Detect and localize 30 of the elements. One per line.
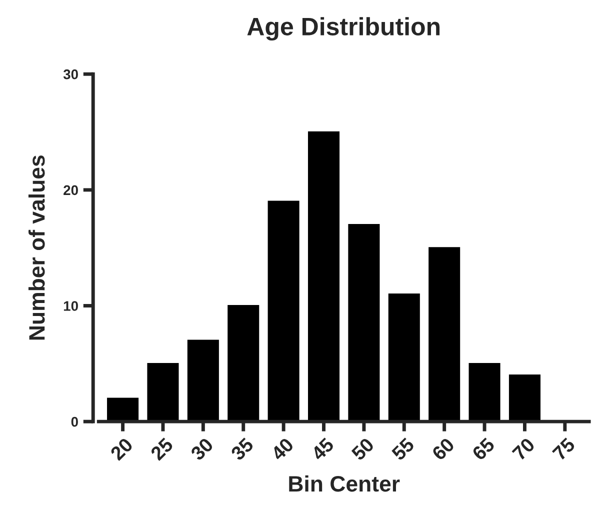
bar [428, 247, 460, 422]
chart-title: Age Distribution [247, 17, 440, 41]
x-tick-label: 35 [230, 436, 254, 462]
y-axis-title: Number of values [28, 156, 45, 340]
x-tick-label: 75 [552, 437, 576, 461]
x-tick-label: 50 [350, 437, 375, 462]
bar [147, 362, 179, 422]
y-tick-label: 30 [63, 69, 78, 80]
bar [348, 224, 380, 422]
bar [228, 305, 260, 422]
x-tick-label: 60 [431, 437, 456, 462]
x-tick-label: 70 [512, 437, 536, 461]
x-tick-label: 30 [190, 437, 214, 462]
x-tick-label: 25 [150, 436, 174, 462]
x-tick-label: 20 [110, 437, 134, 462]
x-tick-label: 40 [270, 437, 294, 462]
y-tick-label: 0 [71, 416, 78, 427]
x-tick-label: 65 [471, 436, 496, 462]
bar [187, 340, 219, 422]
bar [508, 374, 540, 422]
bar [388, 293, 420, 422]
x-tick-label: 55 [391, 437, 416, 462]
x-tick-label: 45 [310, 437, 335, 462]
bar [308, 131, 340, 422]
y-tick-label: 10 [64, 301, 78, 311]
bar [268, 200, 300, 422]
y-tick-label: 20 [64, 185, 78, 196]
bar [107, 398, 139, 422]
bar [468, 362, 500, 422]
x-axis-title: Bin Center [289, 475, 400, 492]
